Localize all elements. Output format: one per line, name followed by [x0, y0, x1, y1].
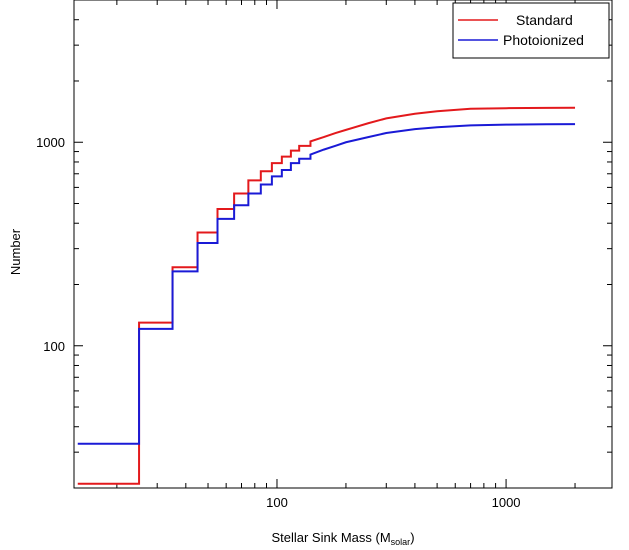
legend-label-standard: Standard [516, 12, 573, 28]
x-axis-label: Stellar Sink Mass (Msolar) [271, 530, 414, 547]
y-tick-label: 100 [43, 339, 65, 354]
series-line-standard [77, 106, 576, 485]
x-tick-label: 1000 [492, 495, 521, 510]
x-tick-label: 100 [266, 495, 288, 510]
y-tick-label: 1000 [36, 135, 65, 150]
axis-ticks: 100 1000 100 1000 [36, 0, 612, 510]
x-axis-label-subscript: solar [391, 537, 411, 547]
x-axis-label-close: ) [410, 530, 414, 545]
legend: Standard Photoionized [452, 2, 610, 59]
series-line-photoionized [77, 123, 576, 445]
legend-label-photoionized: Photoionized [503, 32, 584, 48]
x-axis-label-main: Stellar Sink Mass (M [271, 530, 390, 545]
series-group [77, 106, 576, 485]
legend-box [452, 2, 610, 59]
plot-frame [73, 0, 613, 489]
y-axis-label: Number [8, 228, 23, 275]
